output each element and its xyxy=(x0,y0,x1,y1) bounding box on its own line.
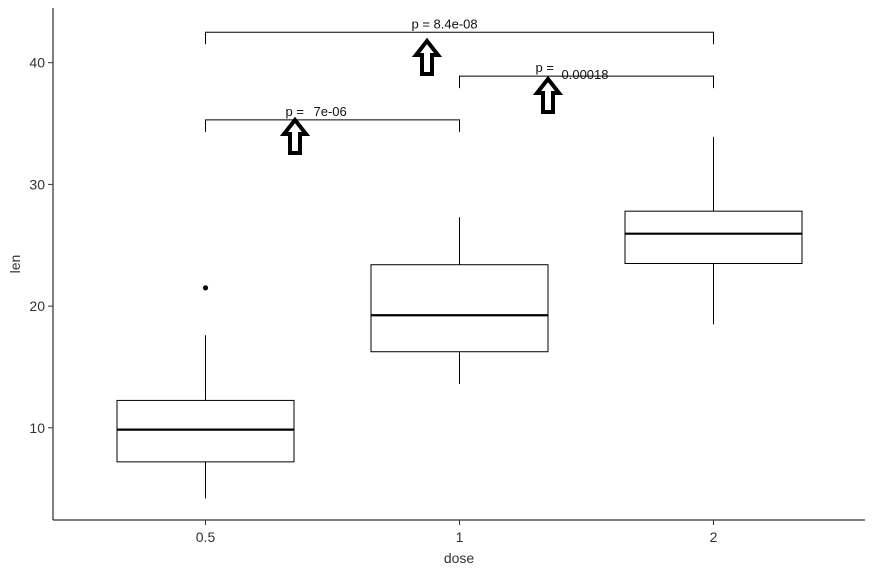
up-arrow-icon xyxy=(279,116,311,155)
box-1 xyxy=(370,217,549,384)
y-tick-label: 40 xyxy=(29,55,45,71)
bracket-line xyxy=(205,119,460,132)
up-arrow-icon xyxy=(532,75,564,114)
p-value-label: p = xyxy=(286,104,304,119)
x-tick-label: 2 xyxy=(710,529,718,545)
p-value-number: 0.00018 xyxy=(562,67,609,82)
iqr-box xyxy=(624,210,803,265)
box-2 xyxy=(624,136,803,325)
y-ticks: 10 20 30 40 xyxy=(29,55,53,436)
boxes xyxy=(116,136,803,499)
iqr-box xyxy=(370,264,549,353)
p-value-number: 7e-06 xyxy=(314,104,347,119)
p-value-label: p = xyxy=(536,60,554,75)
up-arrow-icon xyxy=(411,37,443,76)
box-0.5 xyxy=(116,285,295,499)
iqr-box xyxy=(116,399,295,463)
bracket-line xyxy=(205,31,714,45)
y-tick-label: 10 xyxy=(29,420,45,436)
comparison-bracket: p = 7e-06 xyxy=(205,104,460,132)
significance-brackets: p = 7e-06 p = 0.00018 p = 8.4e-08 xyxy=(205,16,714,132)
x-tick-label: 1 xyxy=(456,529,464,545)
x-ticks: 0.5 1 2 xyxy=(196,520,718,545)
outlier-point xyxy=(202,285,209,291)
y-tick-label: 30 xyxy=(29,176,45,192)
y-axis-title: len xyxy=(7,255,23,274)
y-tick-label: 20 xyxy=(29,298,45,314)
comparison-bracket: p = 0.00018 xyxy=(459,60,714,89)
x-axis-title: dose xyxy=(444,550,475,566)
annotation-arrows xyxy=(279,37,564,155)
x-tick-label: 0.5 xyxy=(196,529,216,545)
bracket-line xyxy=(459,75,714,89)
p-value-label: p = 8.4e-08 xyxy=(412,16,478,31)
comparison-bracket: p = 8.4e-08 xyxy=(205,16,714,45)
